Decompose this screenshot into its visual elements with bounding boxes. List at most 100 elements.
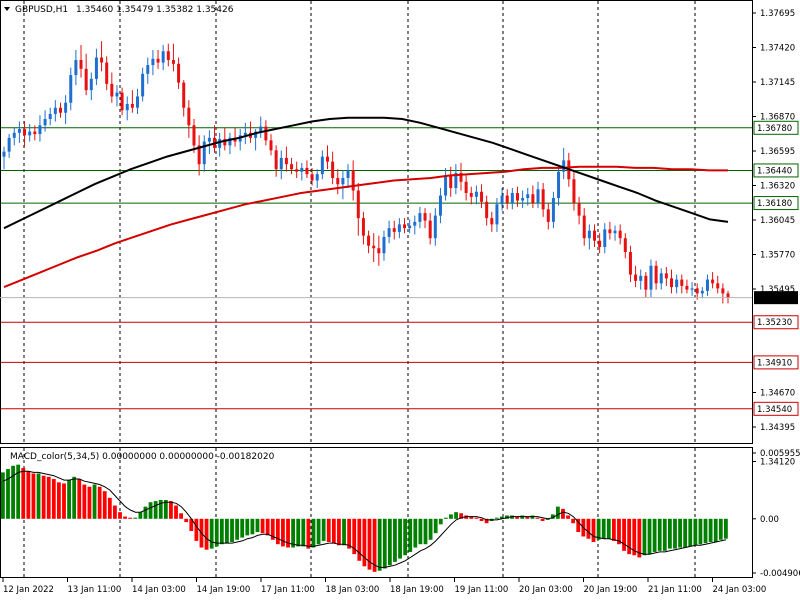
- candle-body: [264, 126, 268, 141]
- current-price-tag-box: [754, 291, 798, 305]
- macd-bar: [688, 518, 693, 547]
- level-tag-label: 1.35230: [757, 318, 792, 328]
- macd-bar: [362, 518, 367, 567]
- candle-body: [58, 107, 62, 113]
- price-label: 1.37145: [760, 78, 795, 88]
- macd-bar: [693, 518, 698, 546]
- candle-body: [449, 175, 453, 189]
- candle-body: [659, 273, 663, 284]
- candle-body: [187, 107, 191, 126]
- price-label: 1.34395: [760, 423, 795, 433]
- candle-body: [2, 151, 6, 157]
- macd-bar: [326, 518, 331, 542]
- candle-body: [146, 65, 150, 74]
- ohlc-readout: 1.35460 1.35479 1.35382 1.35426: [76, 5, 234, 15]
- candle-body: [151, 58, 155, 66]
- candle-body: [284, 157, 288, 165]
- candle-body: [634, 274, 638, 281]
- level-tag-label: 1.34910: [757, 358, 792, 368]
- candle-body: [408, 225, 412, 229]
- macd-bar: [382, 518, 387, 569]
- macd-bar: [403, 518, 408, 556]
- candle-body: [690, 288, 694, 290]
- candle-body: [325, 156, 329, 162]
- macd-bar: [698, 518, 703, 545]
- level-tag-label: 1.36440: [757, 166, 792, 176]
- indicator-axis: 0.0059554 0.00 -0.004906: [752, 449, 800, 579]
- candle-body: [254, 131, 258, 138]
- macd-bar: [637, 518, 642, 558]
- macd-bar: [82, 484, 87, 519]
- candle-body: [115, 92, 119, 97]
- macd-bar: [46, 476, 51, 519]
- candle-body: [382, 236, 386, 254]
- macd-bar: [16, 464, 21, 519]
- macd-bar: [214, 518, 219, 547]
- candle-body: [218, 139, 222, 148]
- time-label: 21 Jan 11:00: [648, 585, 702, 595]
- candle-body: [628, 251, 632, 275]
- candle-body: [177, 63, 181, 83]
- macd-bar: [454, 512, 458, 519]
- macd-bar: [184, 518, 189, 523]
- level-tag-box: [753, 163, 799, 178]
- candle-body: [403, 224, 407, 229]
- price-label: 1.36870: [760, 113, 795, 123]
- candle-body: [105, 62, 109, 84]
- current-price-label: 1.35426: [757, 294, 792, 304]
- macd-bar: [545, 518, 550, 520]
- candle-body: [38, 125, 42, 135]
- macd-bar: [204, 518, 209, 550]
- macd-bar: [713, 518, 718, 542]
- candle-body: [223, 139, 227, 146]
- triangle-down-icon[interactable]: [4, 7, 10, 11]
- macd-bar: [708, 518, 713, 542]
- macd-bar: [683, 518, 688, 548]
- candle-body: [444, 175, 448, 196]
- candle-body: [515, 193, 519, 201]
- level-tag-box: [753, 196, 799, 211]
- macd-bar: [11, 465, 15, 519]
- candle-body: [454, 172, 458, 189]
- chart-title: GBPUSD,H1: [15, 5, 68, 15]
- macd-bar: [505, 515, 509, 519]
- candle-body: [336, 177, 340, 185]
- macd-bar: [337, 518, 341, 546]
- time-label: 18 Jan 19:00: [390, 585, 444, 595]
- candle-body: [572, 179, 576, 204]
- current-price-tag: 1.35426: [754, 291, 798, 305]
- candle-body: [182, 82, 186, 108]
- macd-bar: [250, 518, 255, 535]
- candle-body: [469, 193, 473, 197]
- level-tag-box: [753, 355, 799, 370]
- candle-body: [33, 131, 37, 135]
- macd-bar: [520, 515, 525, 519]
- macd-bar: [148, 502, 153, 519]
- price-label: 1.36045: [760, 216, 795, 226]
- candle-body: [69, 75, 73, 103]
- macd-bar: [62, 483, 66, 519]
- candle-body: [423, 213, 427, 221]
- price-axis: 1.37695 1.37420 1.37145 1.36870 1.36595 1.363…: [752, 9, 795, 468]
- candle-body: [136, 96, 140, 108]
- macd-bar: [67, 480, 71, 519]
- macd-bar: [367, 518, 372, 570]
- macd-bar: [133, 517, 138, 519]
- price-label: 1.37695: [760, 9, 795, 19]
- macd-bar: [449, 514, 453, 519]
- macd-bar: [413, 518, 418, 548]
- macd-bar: [657, 518, 662, 551]
- macd-bar: [275, 518, 280, 545]
- time-label: 12 Jan 2022: [3, 585, 54, 595]
- macd-bar: [555, 506, 560, 519]
- macd-bar: [265, 518, 270, 536]
- candle-body: [110, 83, 114, 97]
- macd-bar: [153, 501, 158, 519]
- candle-body: [341, 177, 345, 185]
- candle-body: [197, 145, 201, 165]
- macd-histogram: [1, 464, 728, 572]
- candle-body: [300, 167, 304, 172]
- level-tag-box: [753, 120, 799, 135]
- candle-body: [551, 198, 555, 222]
